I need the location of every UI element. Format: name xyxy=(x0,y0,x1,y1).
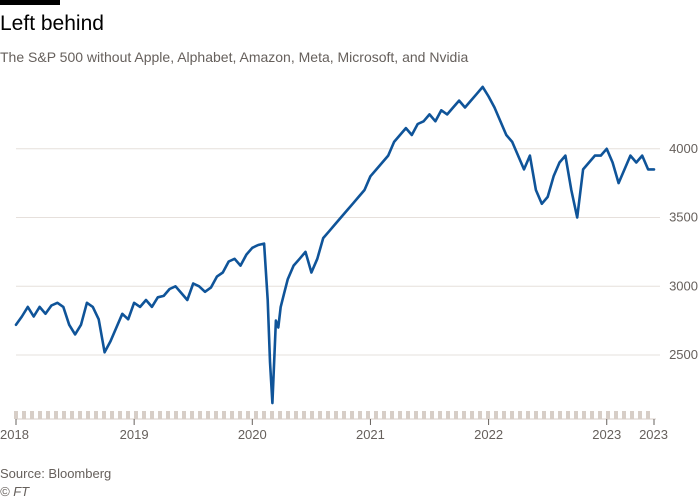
baseline-tick-mark xyxy=(230,411,234,419)
baseline-tick-mark xyxy=(342,411,346,419)
brand-bar xyxy=(0,0,60,5)
baseline-tick-mark xyxy=(382,411,386,419)
baseline-tick-mark xyxy=(550,411,554,419)
baseline-tick-mark xyxy=(318,411,322,419)
baseline-tick-mark xyxy=(470,411,474,419)
baseline-tick-mark xyxy=(182,411,186,419)
baseline-tick-mark xyxy=(86,411,90,419)
baseline-tick-mark xyxy=(238,411,242,419)
chart-subtitle: The S&P 500 without Apple, Alphabet, Ama… xyxy=(0,49,469,65)
baseline-tick-mark xyxy=(62,411,66,419)
baseline-tick-mark xyxy=(38,411,42,419)
baseline-tick-mark xyxy=(582,411,586,419)
credit-note: © FT xyxy=(0,484,30,499)
baseline-tick-mark xyxy=(542,411,546,419)
baseline-tick-mark xyxy=(254,411,258,419)
baseline-tick-mark xyxy=(102,411,106,419)
baseline-tick-mark xyxy=(94,411,98,419)
y-tick-label: 3000 xyxy=(669,278,698,293)
baseline-tick-mark xyxy=(518,411,522,419)
baseline-tick-mark xyxy=(310,411,314,419)
baseline-tick-mark xyxy=(110,411,114,419)
baseline-tick-mark xyxy=(606,411,610,419)
chart-title: Left behind xyxy=(0,12,104,35)
baseline-tick-mark xyxy=(638,411,642,419)
baseline-tick-mark xyxy=(390,411,394,419)
baseline-tick-mark xyxy=(246,411,250,419)
baseline-tick-mark xyxy=(198,411,202,419)
baseline-tick-mark xyxy=(166,411,170,419)
y-tick-label: 2500 xyxy=(669,347,698,362)
y-tick-label: 4000 xyxy=(669,141,698,156)
baseline-tick-mark xyxy=(14,411,18,419)
baseline-tick-mark xyxy=(22,411,26,419)
baseline-tick-mark xyxy=(262,411,266,419)
baseline-tick-mark xyxy=(454,411,458,419)
baseline-tick-mark xyxy=(558,411,562,419)
baseline-tick-mark xyxy=(150,411,154,419)
line-chart: 2500 3000 3500 4000 2018 2019 2020 2021 2022 2023… xyxy=(0,85,698,442)
baseline-tick-mark xyxy=(174,411,178,419)
baseline-tick-mark xyxy=(118,411,122,419)
baseline-tick-mark xyxy=(190,411,194,419)
baseline-tick-mark xyxy=(326,411,330,419)
baseline-tick-mark xyxy=(622,411,626,419)
baseline-tick-mark xyxy=(438,411,442,419)
baseline-tick-mark xyxy=(526,411,530,419)
baseline-tick-mark xyxy=(398,411,402,419)
baseline-tick-mark xyxy=(478,411,482,419)
baseline-tick-mark xyxy=(294,411,298,419)
baseline-tick-mark xyxy=(270,411,274,419)
baseline-tick-mark xyxy=(222,411,226,419)
baseline-tick-mark xyxy=(78,411,82,419)
baseline-tick-mark xyxy=(214,411,218,419)
baseline-tick-mark xyxy=(510,411,514,419)
baseline-tick-mark xyxy=(574,411,578,419)
x-tick-label: 2022 xyxy=(474,427,503,442)
baseline-tick-mark xyxy=(414,411,418,419)
baseline-tick-mark xyxy=(486,411,490,419)
baseline-tick-mark xyxy=(278,411,282,419)
baseline-tick-mark xyxy=(630,411,634,419)
series-line-0 xyxy=(14,85,656,405)
baseline-tick-mark xyxy=(334,411,338,419)
x-tick-label: 2020 xyxy=(238,427,267,442)
baseline-tick-mark xyxy=(430,411,434,419)
baseline-tick-mark xyxy=(350,411,354,419)
source-note: Source: Bloomberg xyxy=(0,466,112,481)
baseline-tick-mark xyxy=(46,411,50,419)
baseline-tick-mark xyxy=(566,411,570,419)
x-tick-label: 2018 xyxy=(0,427,29,442)
baseline-tick-mark xyxy=(462,411,466,419)
baseline-tick-mark xyxy=(494,411,498,419)
baseline-tick-mark xyxy=(406,411,410,419)
baseline-tick-mark xyxy=(54,411,58,419)
baseline-tick-mark xyxy=(646,411,650,419)
baseline-tick-mark xyxy=(158,411,162,419)
x-tick-label: 2019 xyxy=(120,427,149,442)
x-tick-label: 2023 xyxy=(592,427,621,442)
baseline-tick-mark xyxy=(422,411,426,419)
baseline-tick-mark xyxy=(358,411,362,419)
x-tick-label: 2021 xyxy=(356,427,385,442)
baseline-tick-mark xyxy=(302,411,306,419)
baseline-tick-mark xyxy=(502,411,506,419)
baseline-tick-mark xyxy=(366,411,370,419)
baseline-tick-mark xyxy=(286,411,290,419)
baseline-tick-mark xyxy=(598,411,602,419)
x-tick-label: 2023 xyxy=(639,427,668,442)
baseline-tick-mark xyxy=(126,411,130,419)
baseline-tick-mark xyxy=(30,411,34,419)
baseline-tick-mark xyxy=(590,411,594,419)
y-tick-label: 3500 xyxy=(669,210,698,225)
baseline-tick-mark xyxy=(534,411,538,419)
baseline-tick-mark xyxy=(134,411,138,419)
baseline-tick-mark xyxy=(374,411,378,419)
baseline-tick-mark xyxy=(614,411,618,419)
baseline-tick-mark xyxy=(206,411,210,419)
baseline-tick-mark xyxy=(446,411,450,419)
baseline-tick-mark xyxy=(142,411,146,419)
baseline-tick-mark xyxy=(70,411,74,419)
